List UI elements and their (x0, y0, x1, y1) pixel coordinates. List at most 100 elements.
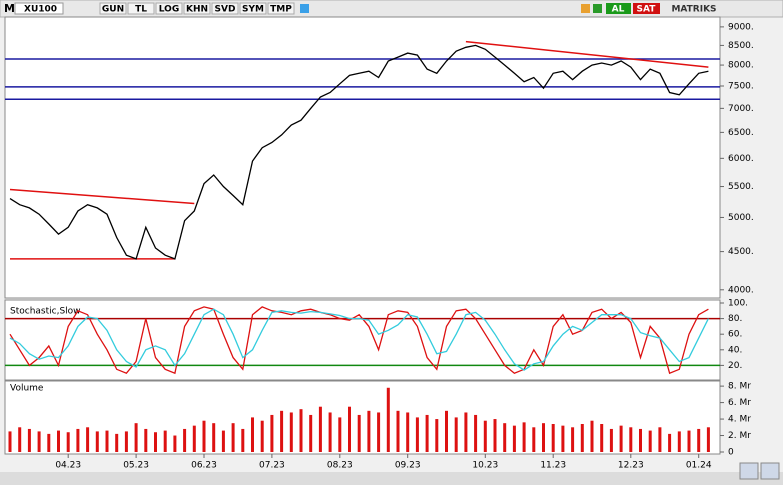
trend-line (9, 188, 195, 205)
volume-bar (377, 412, 381, 452)
volume-bar (609, 428, 613, 452)
toolbar-button-label: SVD (215, 5, 236, 15)
volume-bar (86, 427, 90, 452)
toolbar-button[interactable] (127, 2, 155, 15)
volume-bar (163, 430, 167, 452)
volume-bar (706, 427, 710, 452)
volume-bar (396, 410, 400, 452)
fit-button[interactable] (760, 462, 780, 480)
y-tick-label: 40. (728, 345, 742, 355)
toolbar-button[interactable] (239, 2, 267, 15)
toolbar-button[interactable] (211, 2, 239, 15)
x-tick-label: 06.23 (191, 461, 217, 471)
volume-bar (348, 406, 351, 452)
volume-bar (677, 431, 681, 452)
y-tick-label: 8000. (728, 61, 754, 71)
trend-line (465, 40, 709, 68)
volume-bar (251, 417, 254, 452)
y-tick-label: 5500. (728, 182, 754, 192)
volume-bar (483, 420, 487, 452)
x-tick-label: 10.23 (472, 461, 498, 471)
toolbar-button[interactable] (155, 2, 183, 15)
brand: MATRIKS (671, 5, 716, 15)
volume-bar (687, 430, 691, 452)
toolbar-button-label: KHN (186, 5, 208, 15)
volume-bar (571, 427, 575, 452)
y-tick-label: 7000. (728, 104, 754, 114)
x-tick-label: 12.23 (618, 461, 644, 471)
sell-button[interactable] (633, 3, 660, 14)
volume-bar (309, 414, 313, 452)
volume-bar (47, 433, 51, 452)
x-tick-label: 05.23 (123, 461, 149, 471)
volume-bar (66, 432, 70, 452)
volume-title: Volume (10, 384, 44, 394)
buy-label: AL (612, 5, 625, 15)
y-tick-label: 0 (728, 448, 734, 458)
symbol-box[interactable] (14, 2, 64, 15)
x-tick-label: 04.23 (55, 461, 81, 471)
y-tick-label: 4. Mr (728, 415, 751, 425)
volume-bar (590, 420, 594, 452)
y-tick-label: 8. Mr (728, 382, 751, 392)
y-tick-label: 6. Mr (728, 398, 751, 408)
share-icon[interactable] (300, 4, 309, 13)
volume-bar (474, 414, 478, 452)
toolbar-button-label: TL (135, 5, 147, 15)
toolbar-button[interactable] (267, 2, 295, 15)
volume-bar (503, 423, 507, 452)
volume-bar (445, 410, 448, 452)
volume-bar (367, 410, 371, 452)
toolbar-button[interactable] (99, 2, 127, 15)
volume-bar (551, 424, 555, 452)
volume-bar (425, 414, 429, 452)
volume-bar (522, 422, 526, 452)
volume-bar (154, 432, 157, 452)
volume-bar (76, 428, 80, 452)
volume-bar (406, 412, 410, 452)
volume-bar (542, 423, 545, 452)
volume-bar (280, 410, 284, 452)
volume-bar (173, 435, 177, 452)
volume-bar (357, 414, 361, 452)
volume-bar (134, 423, 138, 452)
toolbar-button[interactable] (183, 2, 211, 15)
volume-bar (648, 430, 652, 452)
y-tick-label: 80. (728, 314, 742, 324)
refresh-icon[interactable] (593, 4, 602, 13)
symbol: XU100 (24, 5, 57, 15)
y-tick-label: 60. (728, 330, 742, 340)
volume-bar (18, 427, 22, 452)
y-tick-label: 7500. (728, 81, 754, 91)
zoom-button[interactable] (739, 462, 759, 480)
y-tick-label: 6500. (728, 128, 754, 138)
volume-bar (105, 430, 109, 452)
edit-icon[interactable] (581, 4, 590, 13)
volume-bar (658, 427, 662, 452)
y-tick-label: 6000. (728, 154, 754, 164)
volume-bar (183, 428, 187, 452)
x-tick-label: 01.24 (686, 461, 712, 471)
y-tick-label: 8500. (728, 41, 754, 51)
volume-bar (202, 420, 206, 452)
series-line (9, 44, 709, 260)
scrollbar[interactable] (0, 472, 783, 485)
volume-bar (600, 424, 604, 452)
x-tick-label: 08.23 (327, 461, 353, 471)
volume-bar (27, 428, 31, 452)
volume-bar (512, 425, 516, 452)
volume-bar (299, 409, 303, 452)
volume-bar (454, 417, 458, 452)
y-tick-label: 5000. (728, 213, 754, 223)
x-tick-label: 11.23 (540, 461, 566, 471)
volume-bar (561, 425, 565, 452)
volume-bar (144, 428, 148, 452)
volume-bar (124, 431, 128, 452)
buy-button[interactable] (606, 3, 631, 14)
volume-bar (629, 427, 633, 452)
volume-bar (697, 428, 701, 452)
toolbar-button-label: TMP (270, 5, 292, 15)
volume-bar (668, 433, 672, 452)
series-line (9, 306, 709, 375)
